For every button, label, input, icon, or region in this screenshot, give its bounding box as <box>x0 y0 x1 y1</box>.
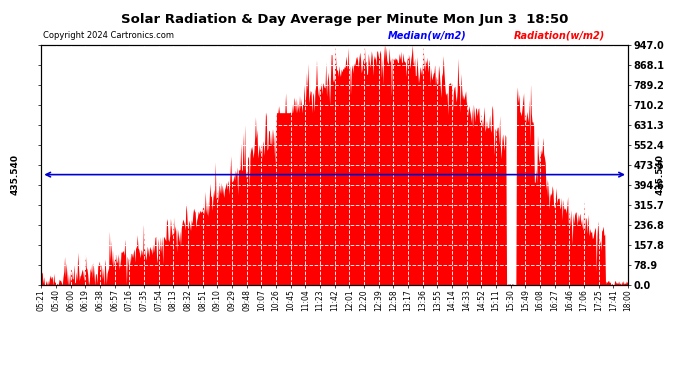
Text: 435.540: 435.540 <box>10 154 19 195</box>
Text: Solar Radiation & Day Average per Minute Mon Jun 3  18:50: Solar Radiation & Day Average per Minute… <box>121 13 569 26</box>
Text: 435.540: 435.540 <box>656 154 664 195</box>
Text: Copyright 2024 Cartronics.com: Copyright 2024 Cartronics.com <box>43 31 174 40</box>
Text: Median(w/m2): Median(w/m2) <box>388 30 466 40</box>
Text: Radiation(w/m2): Radiation(w/m2) <box>513 30 604 40</box>
